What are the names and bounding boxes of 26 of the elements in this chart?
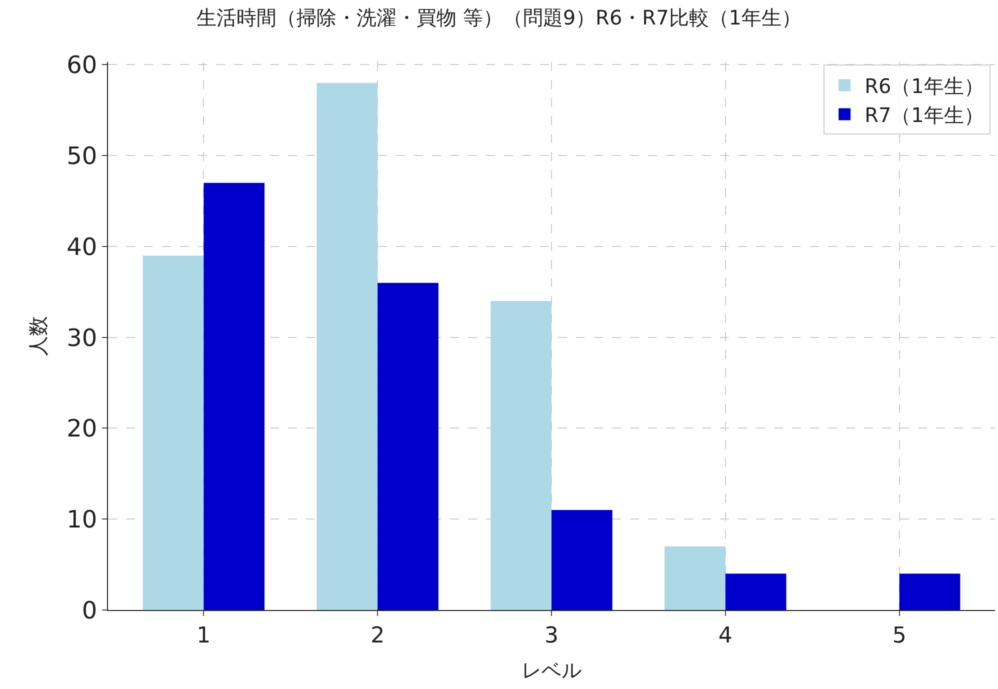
x-tick-label: 3 [544,623,558,648]
x-tick-label: 5 [892,623,906,648]
y-tick-label: 0 [82,596,98,624]
y-tick-label: 40 [66,232,98,261]
y-tick-label: 20 [66,414,98,443]
x-tick-label: 1 [196,623,211,648]
bar [552,510,612,610]
x-tick-label: 2 [370,623,385,648]
bar [142,256,204,610]
y-tick-label: 10 [66,506,98,534]
x-tick-label: 4 [718,623,732,648]
bar [725,574,786,610]
bar [490,301,552,610]
legend-label: R6（1年生） [864,74,984,98]
y-axis-title: 人数 [26,316,50,356]
bar [899,574,960,610]
chart-title: 生活時間（掃除・洗濯・買物 等）（問題9）R6・R7比較（1年生） [196,5,802,30]
bar [316,82,378,610]
x-axis-title: レベル [522,658,582,682]
bar [664,546,726,610]
bar [378,282,438,610]
y-tick-label: 60 [66,51,98,80]
bar [204,182,265,610]
y-tick-label: 30 [66,324,98,352]
y-tick-label: 50 [66,142,98,170]
legend-label: R7（1年生） [864,103,984,128]
